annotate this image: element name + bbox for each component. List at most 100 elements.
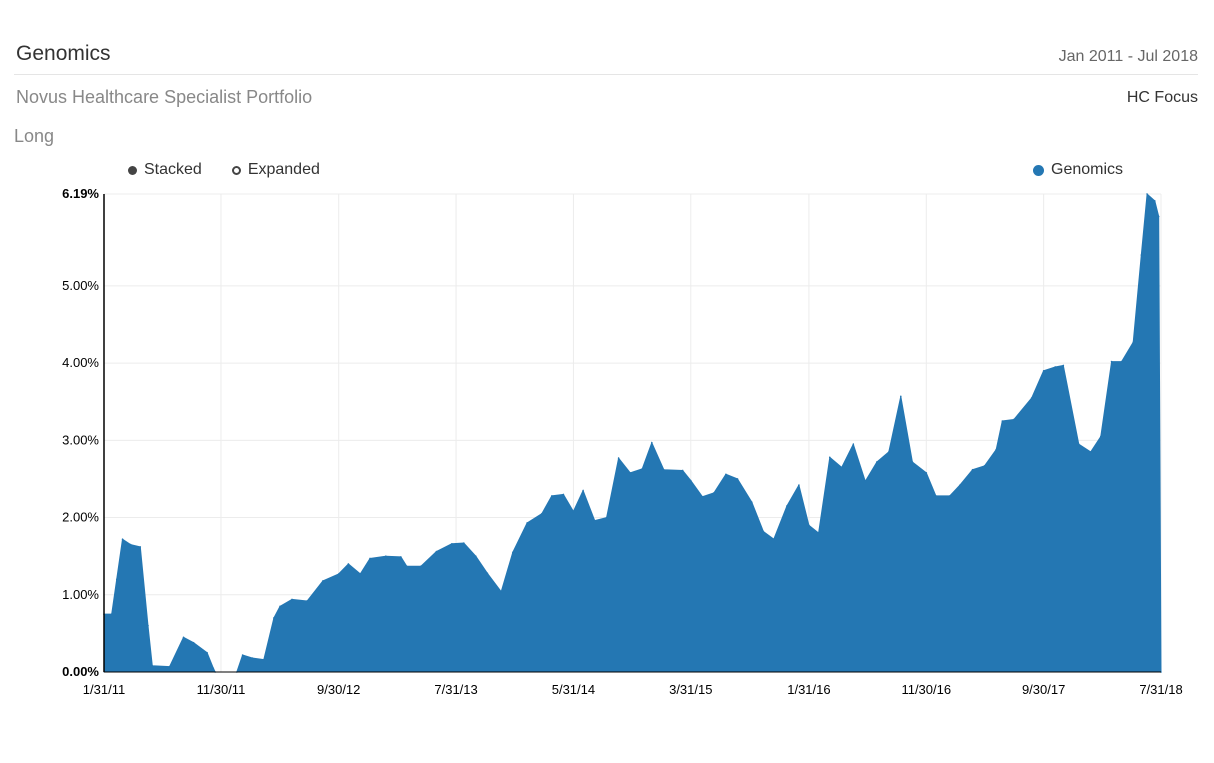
data-point — [1146, 193, 1148, 195]
radio-unselected-icon — [231, 165, 241, 175]
y-tick-label: 0.00% — [62, 664, 99, 679]
data-point — [1120, 360, 1123, 363]
data-point — [605, 516, 608, 519]
data-point — [1154, 200, 1156, 202]
data-point — [562, 493, 565, 496]
data-point — [911, 461, 914, 463]
date-range: Jan 2011 - Jul 2018 — [1058, 48, 1198, 65]
data-point — [689, 479, 692, 482]
data-point — [369, 557, 371, 560]
data-point — [435, 550, 438, 553]
data-point — [582, 489, 584, 492]
data-point — [182, 636, 185, 639]
data-point — [572, 510, 575, 513]
data-point — [971, 468, 974, 471]
data-point — [212, 667, 215, 669]
data-point — [486, 572, 489, 574]
data-point — [322, 580, 324, 582]
data-point — [817, 532, 820, 534]
data-point — [512, 551, 514, 554]
data-point — [359, 573, 362, 575]
data-point — [420, 565, 422, 568]
data-point — [808, 524, 810, 527]
data-point — [1013, 418, 1015, 421]
data-point — [662, 468, 665, 471]
data-point — [925, 471, 928, 474]
area-series-genomics[interactable] — [103, 192, 1162, 673]
data-point — [750, 501, 753, 503]
data-point — [876, 461, 878, 463]
data-point — [786, 505, 788, 507]
data-point — [347, 563, 350, 565]
y-tick-label: 3.00% — [62, 432, 99, 447]
data-point — [551, 495, 553, 497]
data-point — [1089, 451, 1092, 453]
x-tick-label: 9/30/17 — [1022, 682, 1065, 697]
x-tick-label: 5/31/14 — [552, 682, 595, 697]
data-point — [129, 543, 132, 546]
expanded-label: Expanded — [247, 161, 320, 178]
data-point — [540, 512, 543, 515]
data-point — [725, 473, 727, 476]
data-point — [864, 480, 867, 483]
data-point — [900, 395, 902, 398]
data-point — [462, 542, 465, 544]
y-tick-label: 1.00% — [62, 587, 99, 602]
data-point — [168, 665, 171, 668]
data-point — [935, 495, 937, 497]
data-point — [641, 468, 643, 470]
axes: 0.00% 1.00% 2.00% 3.00% 4.00% 5.00% 6.19% 1/31/… — [62, 186, 1183, 697]
data-point — [1030, 397, 1033, 399]
data-point — [1077, 443, 1080, 445]
stack-mode-controls: Stacked Expanded — [128, 161, 350, 179]
portfolio-name: Novus Healthcare Specialist Portfolio — [16, 87, 313, 107]
data-point — [405, 565, 408, 568]
data-point — [385, 555, 387, 557]
data-point — [593, 519, 596, 522]
data-point — [291, 598, 293, 601]
data-point — [115, 578, 118, 581]
data-point — [1140, 254, 1143, 256]
data-point — [121, 538, 124, 540]
data-point — [651, 441, 653, 444]
data-point — [526, 522, 528, 524]
stacked-option[interactable]: Stacked — [128, 161, 202, 179]
data-point — [206, 651, 208, 654]
data-point — [1099, 435, 1102, 438]
data-point — [701, 495, 704, 498]
side-label: Long — [14, 126, 55, 146]
expanded-option[interactable]: Expanded — [231, 161, 320, 179]
x-tick-label: 3/31/15 — [669, 682, 712, 697]
data-point — [263, 658, 265, 661]
data-point — [713, 492, 715, 494]
x-tick-label: 11/30/16 — [901, 682, 951, 697]
data-point — [451, 543, 453, 545]
legend-swatch-icon — [1033, 164, 1044, 176]
data-point — [500, 590, 503, 593]
y-tick-label: 5.00% — [62, 278, 99, 293]
y-tick-label: 4.00% — [62, 355, 99, 370]
data-point — [840, 466, 843, 469]
data-point — [1001, 420, 1004, 422]
x-tick-label: 11/30/11 — [197, 682, 246, 697]
data-point — [147, 624, 149, 627]
data-point — [681, 469, 684, 472]
data-point — [1062, 364, 1065, 367]
legend-item-genomics[interactable]: Genomics — [1033, 161, 1123, 179]
data-point — [995, 448, 997, 451]
data-point — [151, 665, 154, 667]
data-point — [474, 555, 477, 557]
x-tick-label: 1/31/11 — [83, 682, 125, 697]
data-point — [306, 600, 308, 602]
data-point — [1042, 370, 1045, 372]
data-point — [1132, 341, 1135, 344]
focus-label: HC Focus — [1126, 89, 1198, 106]
data-point — [959, 484, 961, 486]
data-point — [949, 495, 951, 497]
chart-title: Genomics — [16, 42, 111, 65]
data-point — [828, 456, 831, 459]
data-point — [273, 617, 275, 619]
data-point — [139, 546, 142, 548]
data-point — [1110, 360, 1113, 363]
